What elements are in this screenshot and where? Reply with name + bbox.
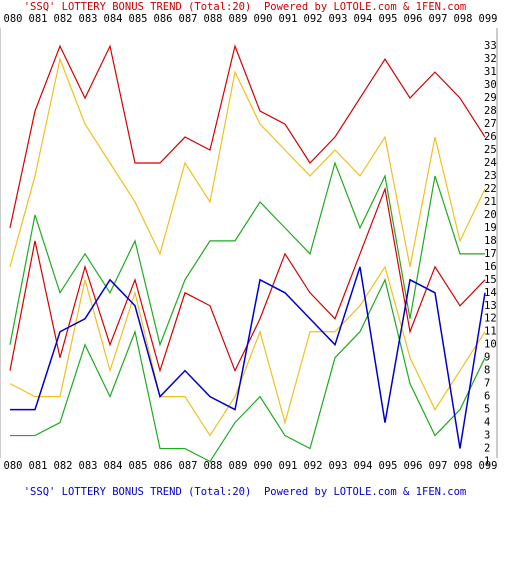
x-tick-label: 089 xyxy=(229,13,248,25)
y-tick-label: 23 xyxy=(484,170,497,182)
y-tick-label: 29 xyxy=(484,92,497,104)
y-tick-label: 33 xyxy=(484,40,497,52)
y-tick-label: 25 xyxy=(484,144,497,156)
x-tick-label: 083 xyxy=(79,13,98,25)
x-tick-label: 086 xyxy=(154,13,173,25)
x-tick-label: 081 xyxy=(29,460,48,472)
y-tick-label: 3 xyxy=(484,430,490,442)
y-tick-label: 22 xyxy=(484,183,497,195)
x-tick-label: 083 xyxy=(79,460,98,472)
x-tick-label: 087 xyxy=(179,460,198,472)
y-tick-label: 26 xyxy=(484,131,497,143)
y-tick-label: 17 xyxy=(484,248,497,260)
y-tick-label: 16 xyxy=(484,261,497,273)
x-tick-label: 086 xyxy=(154,460,173,472)
x-tick-label: 091 xyxy=(279,13,298,25)
series-line xyxy=(10,278,486,463)
x-tick-label: 084 xyxy=(104,460,123,472)
y-tick-label: 21 xyxy=(484,196,497,208)
y-tick-label: 9 xyxy=(484,352,490,364)
x-tick-label: 093 xyxy=(329,13,348,25)
x-tick-label: 080 xyxy=(4,460,23,472)
y-tick-label: 13 xyxy=(484,300,497,312)
x-tick-label: 095 xyxy=(379,13,398,25)
x-tick-label: 082 xyxy=(54,13,73,25)
x-tick-label: 099 xyxy=(479,460,498,472)
x-tick-label: 090 xyxy=(254,460,273,472)
x-tick-label: 095 xyxy=(379,460,398,472)
x-tick-label: 096 xyxy=(404,460,423,472)
y-tick-label: 6 xyxy=(484,391,490,403)
y-tick-label: 14 xyxy=(484,287,497,299)
x-tick-label: 080 xyxy=(4,13,23,25)
y-tick-label: 30 xyxy=(484,79,497,91)
x-tick-label: 098 xyxy=(454,13,473,25)
series-line xyxy=(9,57,486,267)
x-tick-label: 099 xyxy=(479,13,498,25)
y-tick-label: 20 xyxy=(484,209,497,221)
y-tick-label: 7 xyxy=(484,378,490,390)
x-tick-label: 097 xyxy=(429,13,448,25)
x-tick-label: 085 xyxy=(129,13,148,25)
x-tick-label: 092 xyxy=(304,13,323,25)
x-tick-label: 092 xyxy=(304,460,323,472)
y-tick-label: 28 xyxy=(484,105,497,117)
series-line xyxy=(9,265,486,437)
y-tick-label: 12 xyxy=(484,313,497,325)
series-line xyxy=(10,266,486,449)
y-tick-label: 4 xyxy=(484,417,490,429)
chart-title: 'SSQ' LOTTERY BONUS TREND (Total:20) Pow… xyxy=(24,1,467,13)
x-tick-label: 097 xyxy=(429,460,448,472)
x-tick-label: 082 xyxy=(54,460,73,472)
y-tick-label: 24 xyxy=(484,157,497,169)
x-tick-label: 089 xyxy=(229,460,248,472)
y-tick-label: 32 xyxy=(484,53,497,65)
x-tick-label: 084 xyxy=(104,13,123,25)
x-tick-label: 091 xyxy=(279,460,298,472)
x-tick-label: 088 xyxy=(204,460,223,472)
y-tick-label: 31 xyxy=(484,66,497,78)
y-tick-label: 18 xyxy=(484,235,497,247)
y-tick-label: 19 xyxy=(484,222,497,234)
y-tick-label: 2 xyxy=(484,443,490,455)
x-tick-label: 081 xyxy=(29,13,48,25)
x-tick-label: 088 xyxy=(204,13,223,25)
x-tick-label: 090 xyxy=(254,13,273,25)
y-tick-label: 15 xyxy=(484,274,497,286)
y-tick-label: 1 xyxy=(484,456,490,468)
y-tick-label: 27 xyxy=(484,118,497,130)
x-tick-label: 093 xyxy=(329,460,348,472)
x-tick-label: 087 xyxy=(179,13,198,25)
y-tick-label: 10 xyxy=(484,339,497,351)
x-tick-label: 094 xyxy=(354,460,373,472)
chart-footer-title: 'SSQ' LOTTERY BONUS TREND (Total:20) Pow… xyxy=(24,486,467,498)
x-tick-label: 098 xyxy=(454,460,473,472)
x-tick-label: 096 xyxy=(404,13,423,25)
series-line xyxy=(9,161,485,347)
y-tick-label: 8 xyxy=(484,365,490,377)
x-tick-label: 085 xyxy=(129,460,148,472)
y-tick-label: 11 xyxy=(484,326,497,338)
x-tick-label: 094 xyxy=(354,13,373,25)
y-tick-label: 5 xyxy=(484,404,490,416)
series-line xyxy=(9,44,486,229)
